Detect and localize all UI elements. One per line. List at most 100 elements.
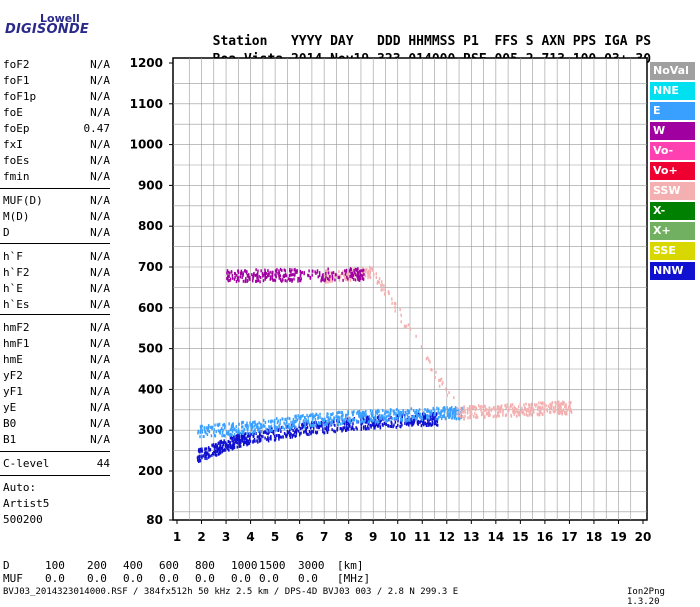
echo-point-w <box>354 273 357 277</box>
echo-point-w <box>327 267 329 271</box>
echo-point-e <box>257 429 260 433</box>
echo-point-ssw <box>347 271 349 275</box>
echo-point-e <box>406 409 409 413</box>
echo-point-nnw <box>295 429 297 433</box>
echo-point-e <box>203 435 205 439</box>
echo-point-w <box>326 277 329 281</box>
echo-point-w <box>347 277 349 281</box>
echo-point-e <box>237 427 240 431</box>
echo-point-e <box>311 420 314 424</box>
echo-point-e <box>336 419 339 423</box>
echo-point-w <box>231 273 234 277</box>
echo-point-w <box>353 271 356 275</box>
echo-point-e <box>235 425 238 429</box>
echo-point-e <box>368 420 370 424</box>
echo-point-nnw <box>355 426 357 430</box>
echo-point-nnw <box>344 422 346 426</box>
header-label-day: DAY <box>330 34 354 49</box>
echo-point-e <box>363 413 365 417</box>
echo-point-nnw <box>292 428 294 432</box>
echo-point-e <box>439 415 441 419</box>
header-label-iga: IGA <box>604 34 628 49</box>
echo-point-e <box>441 414 443 418</box>
echo-point-ssw <box>526 408 528 412</box>
echo-point-w <box>231 276 234 280</box>
echo-point-e <box>443 410 446 414</box>
echo-point-e <box>295 416 298 420</box>
echo-point-e <box>217 429 220 433</box>
legend-item-nnw: NNW <box>650 262 695 280</box>
scale-value: 0.0 <box>231 572 251 585</box>
param-value: N/A <box>90 90 110 103</box>
echo-point-e <box>227 432 230 436</box>
y-tick-label: 600 <box>138 301 163 315</box>
param-row: foEs N/A <box>3 154 110 170</box>
echo-point-ssw <box>438 384 441 388</box>
echo-point-nnw <box>424 421 427 425</box>
echo-point-ssw <box>400 320 402 324</box>
echo-point-nnw <box>316 430 319 434</box>
echo-point-w <box>278 274 280 278</box>
echo-point-nnw <box>433 422 436 426</box>
echo-point-e <box>246 432 248 436</box>
echo-point-nnw <box>204 456 206 460</box>
param-value: N/A <box>90 170 110 183</box>
echo-point-e <box>291 425 293 429</box>
echo-point-ssw <box>558 400 560 404</box>
echo-point-ssw <box>484 415 486 419</box>
echo-point-e <box>249 421 251 425</box>
echo-point-w <box>279 274 282 278</box>
echo-point-nnw <box>229 445 231 449</box>
echo-point-e <box>437 415 440 419</box>
echo-point-ssw <box>476 415 479 419</box>
echo-point-e <box>298 420 301 424</box>
scale-value: 0.0 <box>45 572 65 585</box>
echo-point-ssw <box>558 407 561 411</box>
echo-point-w <box>345 270 347 274</box>
echo-point-nnw <box>212 452 214 456</box>
echo-point-nnw <box>305 427 307 431</box>
echo-point-ssw <box>368 269 370 273</box>
echo-point-e <box>201 430 204 434</box>
echo-point-w <box>345 268 348 272</box>
echo-point-e <box>378 416 381 420</box>
echo-point-ssw <box>566 412 568 416</box>
echo-point-e <box>221 431 224 435</box>
echo-point-ssw <box>497 411 499 415</box>
echo-point-w <box>247 278 249 282</box>
echo-point-e <box>223 422 225 426</box>
echo-point-ssw <box>368 274 371 278</box>
echo-point-w <box>228 274 230 278</box>
echo-point-ssw <box>473 415 475 419</box>
echo-point-ssw <box>325 269 327 273</box>
echo-point-e <box>237 431 239 435</box>
echo-point-ssw <box>404 324 407 328</box>
echo-point-e <box>287 424 290 428</box>
echo-point-w <box>245 276 247 280</box>
param-row: foF1p N/A <box>3 90 110 106</box>
legend-item-vo: Vo- <box>650 142 695 160</box>
echo-point-w <box>297 276 299 280</box>
echo-point-nnw <box>383 422 386 426</box>
echo-point-ssw <box>513 412 515 416</box>
echo-point-ssw <box>369 267 372 271</box>
echo-point-nnw <box>344 428 347 432</box>
echo-point-nnw <box>277 428 280 432</box>
echo-point-e <box>407 417 410 421</box>
y-tick-label: 200 <box>138 464 163 478</box>
echo-point-nnw <box>391 422 393 426</box>
echo-point-w <box>321 276 323 280</box>
echo-point-ssw <box>559 406 562 410</box>
header-label-s: S <box>525 34 534 49</box>
echo-point-e <box>323 423 325 427</box>
echo-point-nnw <box>414 415 417 419</box>
echo-point-nnw <box>286 432 289 436</box>
echo-point-e <box>309 423 311 427</box>
echo-point-w <box>245 271 248 275</box>
echo-point-w <box>237 269 239 273</box>
echo-point-w <box>264 275 267 279</box>
echo-point-e <box>292 417 295 421</box>
param-value: N/A <box>90 106 110 119</box>
echo-point-nnw <box>387 424 389 428</box>
